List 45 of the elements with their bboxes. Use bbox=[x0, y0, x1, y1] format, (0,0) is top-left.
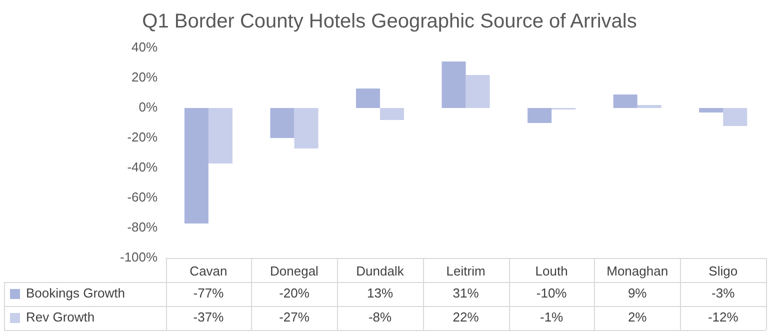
y-tick-label: -40% bbox=[127, 160, 158, 175]
data-label: -37% bbox=[193, 310, 224, 325]
data-label: -1% bbox=[540, 310, 564, 325]
bar bbox=[466, 75, 490, 108]
bar bbox=[380, 108, 404, 120]
data-label: 2% bbox=[628, 310, 648, 325]
legend-label: Rev Growth bbox=[26, 310, 95, 325]
data-label: -3% bbox=[712, 286, 736, 301]
data-label: 31% bbox=[452, 286, 480, 301]
x-tick-label: Monaghan bbox=[606, 263, 668, 278]
bar bbox=[723, 108, 748, 126]
x-tick-label: Sligo bbox=[708, 263, 738, 278]
y-tick-label: 0% bbox=[138, 100, 158, 115]
data-label: 9% bbox=[628, 286, 648, 301]
bar bbox=[184, 108, 208, 224]
legend-label: Bookings Growth bbox=[26, 286, 125, 301]
y-tick-label: 40% bbox=[132, 40, 158, 55]
x-tick-label: Leitrim bbox=[446, 263, 486, 278]
data-label: -20% bbox=[279, 286, 310, 301]
y-tick-label: -80% bbox=[127, 220, 158, 235]
y-tick-label: -60% bbox=[127, 190, 158, 205]
bar bbox=[699, 108, 724, 112]
bar bbox=[637, 105, 662, 108]
bar bbox=[270, 108, 294, 138]
x-tick-label: Louth bbox=[535, 263, 568, 278]
data-label: 13% bbox=[367, 286, 394, 301]
data-label: -8% bbox=[368, 310, 392, 325]
x-tick-label: Dundalk bbox=[356, 263, 404, 278]
y-tick-label: -100% bbox=[120, 250, 158, 265]
y-tick-label: 20% bbox=[132, 70, 158, 85]
chart-title: Q1 Border County Hotels Geographic Source of Arrivals bbox=[142, 10, 637, 33]
data-label: 22% bbox=[452, 310, 480, 325]
bar bbox=[208, 108, 232, 164]
bar bbox=[528, 108, 552, 123]
data-label: -77% bbox=[193, 286, 224, 301]
data-label: -12% bbox=[708, 310, 739, 325]
bar bbox=[613, 94, 638, 108]
bar bbox=[294, 108, 318, 148]
data-label: -10% bbox=[536, 286, 568, 301]
bar bbox=[356, 88, 380, 108]
bar bbox=[442, 62, 466, 108]
x-tick-label: Cavan bbox=[190, 263, 228, 278]
x-tick-label: Donegal bbox=[270, 263, 319, 278]
y-tick-label: -20% bbox=[127, 130, 158, 145]
data-label: -27% bbox=[279, 310, 310, 325]
